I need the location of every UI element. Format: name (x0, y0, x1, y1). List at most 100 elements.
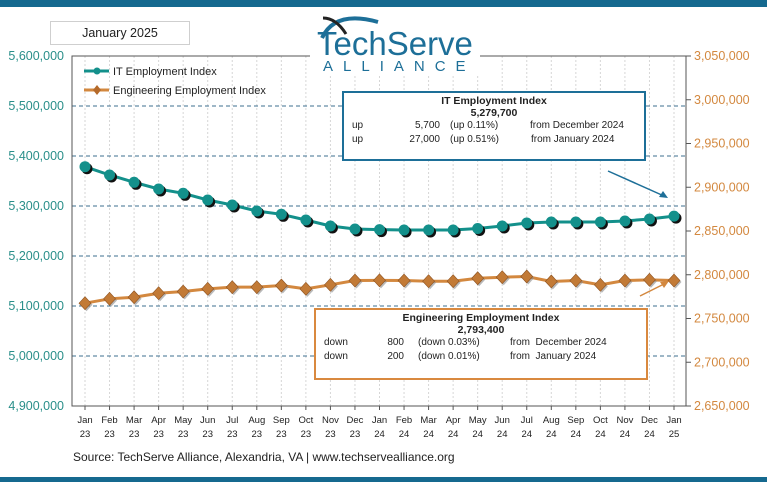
x-tick-label-month: Sep (567, 415, 584, 426)
x-tick-label-month: May (469, 415, 487, 426)
x-tick-label-month: Jan (77, 415, 92, 426)
x-tick-label-month: Feb (396, 415, 412, 426)
amount: 5,700 (414, 120, 440, 131)
legend-item-it: IT Employment Index (84, 66, 217, 78)
it-data-point (275, 208, 287, 220)
it-data-point (521, 217, 533, 229)
x-tick-label-month: Jul (226, 415, 238, 426)
x-tick-label-month: Jan (666, 415, 681, 426)
x-tick-label-month: Oct (593, 415, 608, 426)
x-tick-label-year: 24 (546, 429, 557, 440)
x-tick-label-month: Jan (372, 415, 387, 426)
direction: up (352, 120, 364, 131)
right-tick-label: 2,800,000 (694, 268, 750, 282)
x-tick-label-year: 23 (104, 429, 115, 440)
it-data-point (619, 215, 631, 227)
x-tick-label-year: 25 (669, 429, 680, 440)
it-data-point (570, 216, 582, 228)
x-tick-label-year: 24 (521, 429, 532, 440)
right-tick-label: 2,900,000 (694, 180, 750, 194)
x-tick-label-year: 23 (129, 429, 140, 440)
left-tick-label: 5,200,000 (8, 249, 64, 263)
it-data-point (226, 199, 238, 211)
x-tick-label-month: Oct (298, 415, 313, 426)
eng-box-value: 2,793,400 (457, 324, 505, 336)
eng-data-point (250, 280, 264, 295)
x-tick-label-year: 24 (571, 429, 582, 440)
left-tick-label: 5,000,000 (8, 349, 64, 363)
x-tick-label-month: Jun (200, 415, 215, 426)
x-tick-label-month: Apr (151, 415, 166, 426)
it-data-point (643, 213, 655, 225)
x-tick-label-year: 24 (595, 429, 606, 440)
logo-text: TechServe (317, 25, 473, 62)
percent: (up 0.51%) (450, 134, 499, 145)
eng-data-point (127, 290, 141, 305)
left-tick-label: 5,500,000 (8, 99, 64, 113)
x-tick-label-year: 23 (178, 429, 189, 440)
it-data-point (398, 224, 410, 236)
eng-data-point (397, 273, 411, 288)
logo-subtext: ALLIANCE (323, 58, 476, 75)
eng-data-point (667, 273, 681, 288)
eng-data-point (618, 273, 632, 288)
it-data-point (79, 161, 91, 173)
comparison: from December 2024 (510, 337, 607, 348)
eng-data-point (544, 274, 558, 289)
amount: 27,000 (409, 134, 440, 145)
it-box-row: up 27,000 (up 0.51%) from January 2024 (344, 133, 644, 147)
eng-data-point (201, 281, 215, 296)
x-tick-label-year: 23 (252, 429, 263, 440)
it-box-row: up 5,700 (up 0.11%) from December 2024 (344, 119, 644, 133)
it-data-point (104, 169, 116, 181)
x-tick-label-year: 23 (153, 429, 164, 440)
x-tick-label-month: Feb (101, 415, 117, 426)
eng-box-row: down 800 (down 0.03%) from December 2024 (316, 336, 646, 350)
it-data-point (251, 205, 263, 217)
eng-data-point (78, 296, 92, 311)
eng-data-point (176, 284, 190, 299)
eng-data-point (324, 277, 337, 292)
right-tick-label: 3,050,000 (694, 49, 750, 63)
legend-item-engineering: Engineering Employment Index (84, 85, 266, 97)
eng-data-point (103, 291, 116, 306)
eng-summary-box: Engineering Employment Index 2,793,400 d… (314, 308, 648, 380)
x-tick-label-year: 24 (374, 429, 385, 440)
x-tick-label-year: 23 (227, 429, 238, 440)
legend: IT Employment Index Engineering Employme… (84, 66, 266, 97)
it-data-point (300, 214, 312, 226)
x-axis: Jan 23 Feb 23 Mar 23 Apr 23 May 23 Jun 23 Jul 23 Aug 23… (77, 406, 682, 440)
eng-data-point (495, 270, 509, 285)
amount: 200 (387, 351, 404, 362)
it-box-title: IT Employment Index (441, 95, 547, 107)
it-summary-box: IT Employment Index 5,279,700 up 5,700 (… (342, 91, 646, 161)
x-tick-label-year: 24 (472, 429, 483, 440)
it-data-point (668, 210, 680, 222)
direction: down (324, 337, 348, 348)
eng-box-title: Engineering Employment Index (402, 312, 560, 324)
comparison: from January 2024 (531, 134, 615, 145)
top-bar (0, 0, 767, 7)
legend-label: IT Employment Index (113, 66, 217, 78)
percent: (down 0.03%) (418, 337, 480, 348)
x-tick-label-year: 23 (325, 429, 336, 440)
x-tick-label-month: Dec (347, 415, 364, 426)
right-tick-label: 2,950,000 (694, 137, 750, 151)
percent: (up 0.11%) (450, 120, 499, 131)
x-tick-label-year: 24 (497, 429, 508, 440)
x-tick-label-month: Jun (495, 415, 510, 426)
eng-box-row: down 200 (down 0.01%) from January 2024 (316, 350, 646, 364)
amount: 800 (387, 337, 404, 348)
x-tick-label-month: Apr (446, 415, 461, 426)
it-data-point (472, 223, 484, 234)
x-tick-label-year: 23 (80, 429, 91, 440)
x-tick-label-month: Aug (248, 415, 265, 426)
it-box-value: 5,279,700 (470, 107, 518, 119)
eng-data-point (225, 280, 239, 295)
it-data-point (447, 224, 459, 236)
left-tick-label: 5,400,000 (8, 149, 64, 163)
x-tick-label-month: Mar (126, 415, 142, 426)
left-tick-label: 5,300,000 (8, 199, 64, 213)
left-tick-label: 5,100,000 (8, 299, 64, 313)
x-tick-label-month: May (174, 415, 192, 426)
